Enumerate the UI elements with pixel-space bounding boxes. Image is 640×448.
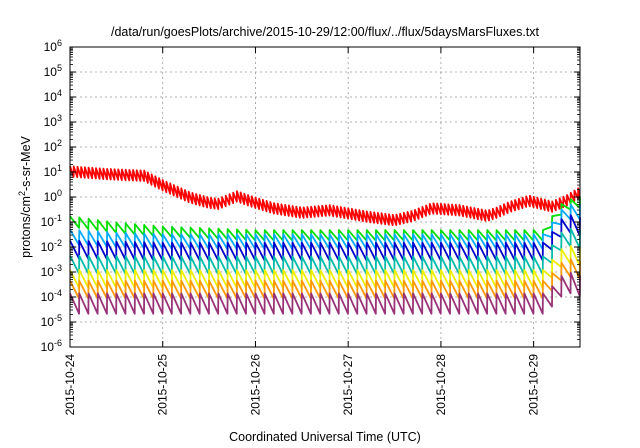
series-line-8: [69, 272, 581, 315]
y-tick-base: 10: [41, 265, 55, 279]
y-tick-label: 105: [44, 63, 62, 79]
x-tick-label: 2015-10-25: [156, 354, 170, 416]
x-tick-label: 2015-10-24: [63, 354, 77, 416]
x-tick-label: 2015-10-28: [434, 354, 448, 416]
y-tick-label: 103: [44, 113, 62, 129]
y-tick-exponent: 3: [57, 113, 62, 123]
y-tick-label: 102: [44, 138, 62, 154]
y-tick-exponent: -4: [54, 288, 62, 298]
y-tick-label: 10-4: [41, 288, 62, 304]
series-line-6: [69, 245, 581, 289]
y-tick-base: 10: [44, 115, 58, 129]
y-tick-exponent: -2: [54, 238, 62, 248]
y-tick-base: 10: [41, 215, 55, 229]
chart-title: /data/run/goesPlots/archive/2015-10-29/1…: [111, 25, 540, 39]
y-tick-label: 101: [44, 163, 62, 179]
x-tick-label: 2015-10-26: [248, 354, 262, 416]
series-line-7: [69, 258, 581, 300]
y-tick-base: 10: [44, 140, 58, 154]
y-tick-exponent: 0: [57, 188, 62, 198]
series-line-4: [69, 214, 581, 262]
y-tick-base: 10: [44, 190, 58, 204]
y-tick-base: 10: [44, 40, 58, 54]
y-tick-base: 10: [41, 315, 55, 329]
y-tick-label: 106: [44, 38, 62, 54]
y-tick-base: 10: [41, 290, 55, 304]
y-tick-label: 10-2: [41, 238, 62, 254]
y-tick-exponent: 1: [57, 163, 62, 173]
x-tick-label: 2015-10-29: [527, 354, 541, 416]
y-tick-exponent: -3: [54, 263, 62, 273]
y-tick-exponent: 5: [57, 63, 62, 73]
y-axis-label-base: protons/cm: [19, 196, 33, 258]
y-tick-label: 10-6: [41, 338, 62, 354]
x-axis-label: Coordinated Universal Time (UTC): [229, 430, 421, 444]
series-line-5: [69, 227, 581, 276]
y-tick-exponent: 2: [57, 138, 62, 148]
y-tick-base: 10: [44, 165, 58, 179]
y-axis-label-sup: 2: [17, 191, 27, 196]
series-layer: [69, 165, 581, 315]
y-tick-label: 10-1: [41, 213, 62, 229]
y-tick-base: 10: [41, 340, 55, 354]
series-line-1: [69, 165, 581, 227]
y-tick-label: 10-3: [41, 263, 62, 279]
y-tick-label: 104: [44, 88, 62, 104]
y-tick-label: 100: [44, 188, 62, 204]
x-axis: 2015-10-24 2015-10-25 2015-10-26 2015-10-27…: [63, 47, 541, 415]
series-line-3: [69, 203, 581, 251]
y-tick-exponent: -6: [54, 338, 62, 348]
y-tick-exponent: -1: [54, 213, 62, 223]
y-axis-label: protons/cm2-s-sr-MeV: [17, 135, 33, 257]
y-tick-exponent: -5: [54, 313, 62, 323]
y-tick-label: 10-5: [41, 313, 62, 329]
y-tick-exponent: 4: [57, 88, 62, 98]
y-tick-exponent: 6: [57, 38, 62, 48]
y-axis: 10-610-510-410-310-210-11001011021031041…: [41, 38, 580, 354]
y-axis-label-tail: -s-sr-MeV: [19, 135, 33, 191]
y-tick-base: 10: [44, 90, 58, 104]
y-tick-base: 10: [41, 240, 55, 254]
x-tick-label: 2015-10-27: [341, 354, 355, 416]
y-tick-base: 10: [44, 65, 58, 79]
